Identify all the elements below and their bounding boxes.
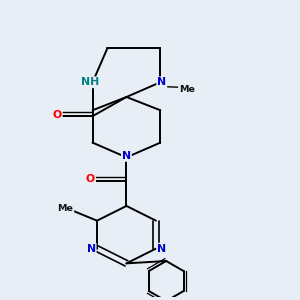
Text: Me: Me <box>58 204 74 213</box>
Text: N: N <box>157 244 166 254</box>
Text: N: N <box>157 77 166 87</box>
Text: N: N <box>122 151 131 161</box>
Text: O: O <box>53 110 62 120</box>
Text: O: O <box>86 174 95 184</box>
Text: NH: NH <box>81 77 99 87</box>
Text: Me: Me <box>179 85 195 94</box>
Text: N: N <box>86 244 96 254</box>
